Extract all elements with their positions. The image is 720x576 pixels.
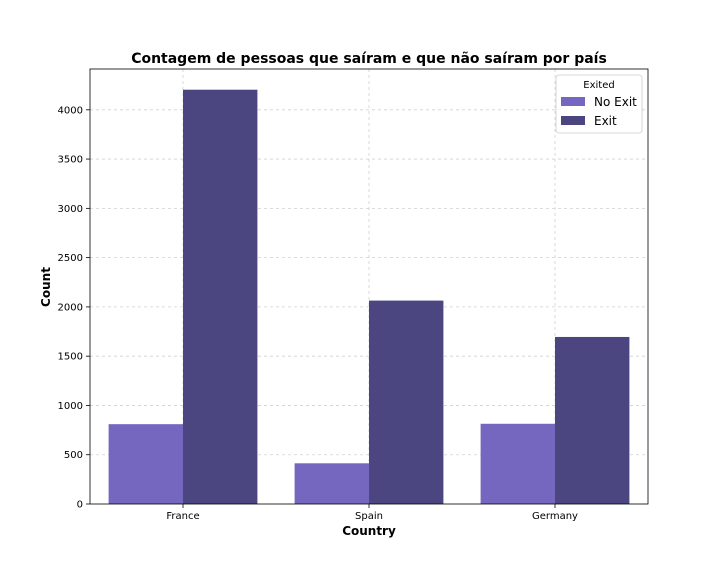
legend-swatch-no-exit (561, 97, 585, 106)
legend-title: Exited (583, 80, 614, 91)
y-axis: 0 500 1000 1500 2000 2500 3000 3500 4000 (58, 105, 90, 511)
legend-label-no-exit: No Exit (594, 95, 637, 109)
x-axis-label: Country (342, 524, 396, 538)
bars (108, 89, 630, 505)
bar-no-exit-germany (480, 423, 555, 504)
y-tick-label: 0 (77, 500, 83, 511)
y-axis-label: Count (39, 267, 53, 307)
y-tick-label: 2000 (58, 302, 83, 313)
legend-label-exit: Exit (594, 114, 617, 128)
y-tick-label: 3500 (58, 155, 83, 166)
legend: Exited No Exit Exit (555, 74, 643, 134)
x-tick-label: Spain (355, 511, 383, 522)
x-axis: France Spain Germany (166, 504, 578, 522)
bar-exit-france (183, 89, 258, 505)
y-tick-label: 1500 (58, 352, 83, 363)
y-tick-label: 1000 (58, 401, 83, 412)
y-tick-label: 2500 (58, 253, 83, 264)
x-tick-label: France (166, 511, 199, 522)
legend-swatch-exit (561, 116, 585, 125)
y-tick-label: 4000 (58, 105, 83, 116)
y-tick-label: 3000 (58, 204, 83, 215)
chart-title: Contagem de pessoas que saíram e que não… (131, 51, 607, 67)
y-tick-label: 500 (64, 450, 83, 461)
bar-exit-germany (555, 336, 630, 504)
x-tick-label: Germany (532, 511, 578, 522)
bar-no-exit-france (108, 424, 183, 504)
bar-exit-spain (369, 300, 444, 504)
bar-no-exit-spain (294, 463, 369, 504)
